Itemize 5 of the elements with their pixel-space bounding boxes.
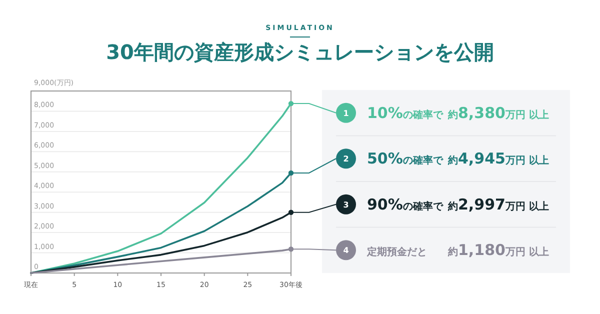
legend-label: 50%の確率で xyxy=(367,150,444,168)
legend-label: 90%の確率で xyxy=(367,195,444,214)
chart-title: 30年間の資産形成シミュレーションを公開 xyxy=(106,40,494,64)
legend-label: 10%の確率で xyxy=(367,104,444,122)
legend-label: 定期預金だと xyxy=(366,246,427,258)
